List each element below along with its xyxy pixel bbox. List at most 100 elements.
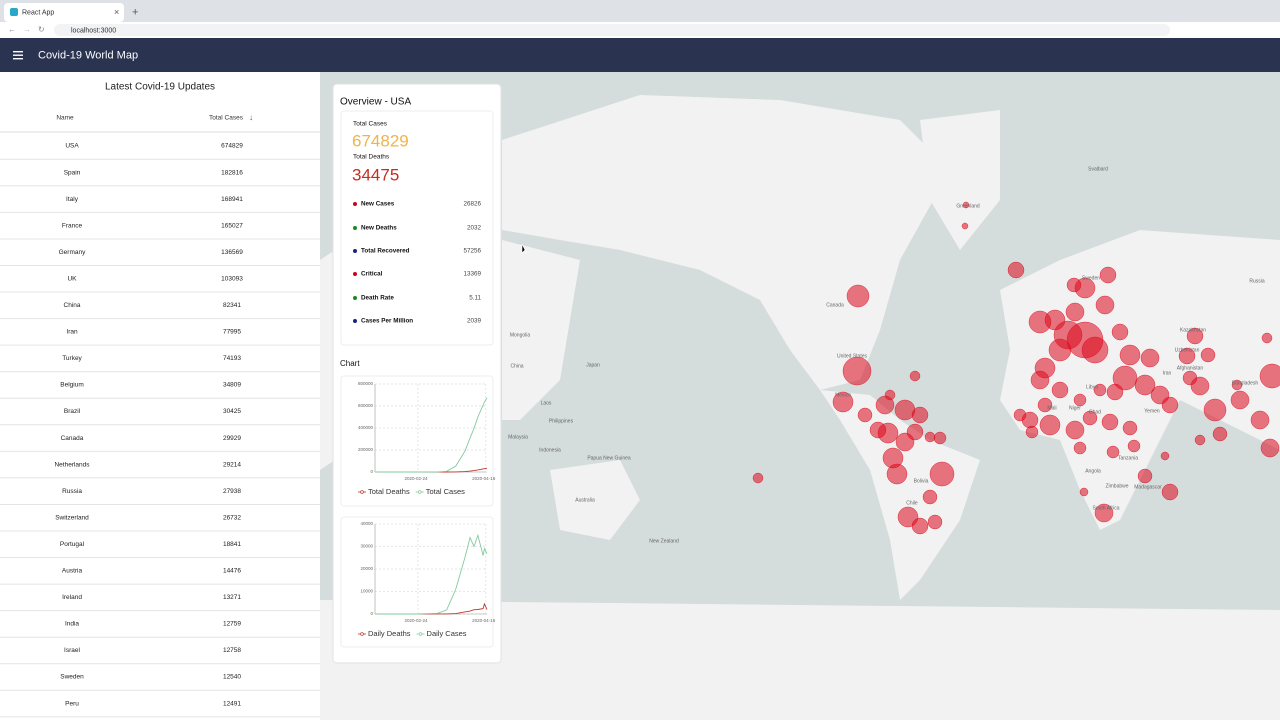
- case-circle[interactable]: [924, 431, 936, 443]
- case-circle[interactable]: [1111, 323, 1129, 341]
- case-circle[interactable]: [1082, 410, 1098, 426]
- table-row[interactable]: [0, 637, 320, 664]
- case-circle[interactable]: [857, 407, 873, 423]
- case-circle[interactable]: [1013, 408, 1027, 422]
- case-circle[interactable]: [1093, 383, 1107, 397]
- table-row[interactable]: [0, 505, 320, 532]
- case-circle[interactable]: [961, 222, 969, 230]
- table-row[interactable]: [0, 611, 320, 638]
- tab-close[interactable]: ×: [114, 7, 119, 17]
- case-circle[interactable]: [1073, 393, 1087, 407]
- menu-icon[interactable]: [13, 51, 23, 60]
- new-tab[interactable]: +: [132, 6, 138, 18]
- case-circle[interactable]: [1137, 468, 1153, 484]
- case-circle[interactable]: [1212, 426, 1228, 442]
- case-circle[interactable]: [1161, 396, 1179, 414]
- case-circle[interactable]: [962, 201, 970, 209]
- table-row[interactable]: [0, 239, 320, 266]
- case-circle[interactable]: [1066, 277, 1082, 293]
- table-row[interactable]: [0, 213, 320, 240]
- reload[interactable]: ↻: [38, 25, 45, 34]
- case-circle[interactable]: [1127, 439, 1141, 453]
- case-circle[interactable]: [1048, 338, 1072, 362]
- case-circle[interactable]: [1039, 414, 1061, 436]
- case-circle[interactable]: [1073, 441, 1087, 455]
- forward[interactable]: →: [23, 25, 31, 34]
- case-circle[interactable]: [1025, 425, 1039, 439]
- case-circle[interactable]: [1081, 336, 1109, 364]
- table-row[interactable]: [0, 160, 320, 187]
- case-circle[interactable]: [886, 463, 908, 485]
- table-row[interactable]: [0, 478, 320, 505]
- case-circle[interactable]: [1260, 438, 1280, 458]
- case-circle[interactable]: [1140, 348, 1160, 368]
- table-row[interactable]: [0, 558, 320, 585]
- case-circle[interactable]: [1051, 381, 1069, 399]
- case-circle[interactable]: [1259, 363, 1280, 389]
- case-circle[interactable]: [933, 431, 947, 445]
- case-circle[interactable]: [1106, 445, 1120, 459]
- table-row[interactable]: [0, 266, 320, 293]
- case-circle[interactable]: [752, 472, 764, 484]
- table-row[interactable]: [0, 345, 320, 372]
- table-row[interactable]: [0, 133, 320, 160]
- case-circle[interactable]: [929, 461, 955, 487]
- legend-label[interactable]: Daily Deaths: [368, 629, 411, 638]
- case-circle[interactable]: [1065, 420, 1085, 440]
- legend-label[interactable]: Total Deaths: [368, 487, 410, 496]
- case-circle[interactable]: [927, 514, 943, 530]
- case-circle[interactable]: [842, 356, 872, 386]
- case-circle[interactable]: [1230, 390, 1250, 410]
- case-circle[interactable]: [832, 391, 854, 413]
- table-row[interactable]: [0, 664, 320, 691]
- case-circle[interactable]: [1122, 420, 1138, 436]
- case-circle[interactable]: [1261, 332, 1273, 344]
- column-header[interactable]: Name: [56, 115, 74, 122]
- case-circle[interactable]: [1079, 487, 1089, 497]
- case-circle[interactable]: [1250, 410, 1270, 430]
- case-circle[interactable]: [911, 406, 929, 424]
- case-circle[interactable]: [909, 370, 921, 382]
- back[interactable]: ←: [8, 25, 16, 34]
- case-circle[interactable]: [1186, 327, 1204, 345]
- table-row[interactable]: [0, 372, 320, 399]
- case-circle[interactable]: [911, 517, 929, 535]
- legend-label[interactable]: Daily Cases: [427, 629, 467, 638]
- case-circle[interactable]: [884, 389, 896, 401]
- case-circle[interactable]: [1099, 266, 1117, 284]
- column-header[interactable]: Total Cases: [209, 115, 244, 122]
- case-circle[interactable]: [1119, 344, 1141, 366]
- case-circle[interactable]: [1200, 347, 1216, 363]
- case-circle[interactable]: [1190, 376, 1210, 396]
- case-circle[interactable]: [895, 432, 915, 452]
- case-circle[interactable]: [1112, 365, 1138, 391]
- table-row[interactable]: [0, 452, 320, 479]
- case-circle[interactable]: [1095, 295, 1115, 315]
- case-circle[interactable]: [1106, 383, 1124, 401]
- case-circle[interactable]: [1094, 503, 1114, 523]
- address-bar[interactable]: [54, 24, 1170, 36]
- case-circle[interactable]: [1134, 374, 1156, 396]
- case-circle[interactable]: [1007, 261, 1025, 279]
- table-row[interactable]: [0, 425, 320, 452]
- case-circle[interactable]: [1160, 451, 1170, 461]
- case-circle[interactable]: [922, 489, 938, 505]
- case-circle[interactable]: [1194, 434, 1206, 446]
- table-row[interactable]: [0, 319, 320, 346]
- case-circle[interactable]: [877, 422, 899, 444]
- case-circle[interactable]: [1030, 370, 1050, 390]
- case-circle[interactable]: [846, 284, 870, 308]
- table-row[interactable]: [0, 531, 320, 558]
- table-row[interactable]: [0, 584, 320, 611]
- case-circle[interactable]: [1037, 397, 1053, 413]
- tab[interactable]: [4, 3, 124, 22]
- table-row[interactable]: [0, 691, 320, 718]
- table-row[interactable]: [0, 186, 320, 213]
- case-circle[interactable]: [1065, 302, 1085, 322]
- case-circle[interactable]: [1231, 379, 1243, 391]
- case-circle[interactable]: [1101, 413, 1119, 431]
- legend-label[interactable]: Total Cases: [426, 487, 465, 496]
- table-row[interactable]: [0, 399, 320, 426]
- case-circle[interactable]: [1161, 483, 1179, 501]
- case-circle[interactable]: [1178, 347, 1196, 365]
